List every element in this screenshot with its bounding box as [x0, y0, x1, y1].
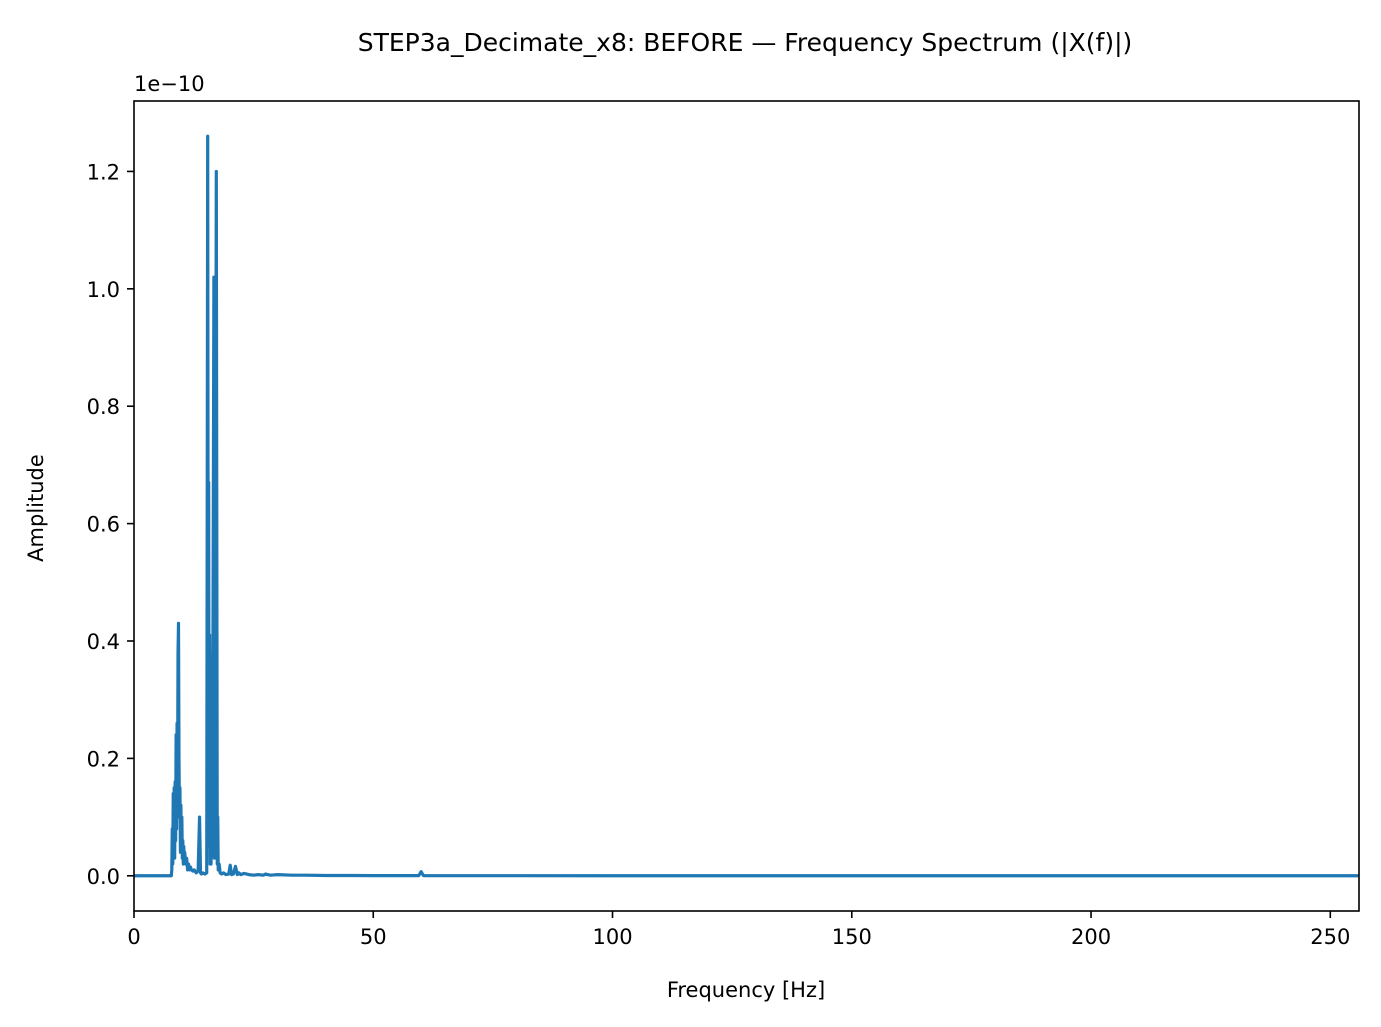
plot-frame	[133, 100, 1360, 912]
series-line-0	[134, 134, 1359, 878]
series-layer	[134, 134, 1359, 878]
x-axis-ticks: 0 50 100 150 200 250	[127, 911, 1350, 949]
plot-area	[133, 100, 1360, 912]
y-tick-label: 1.2	[87, 160, 120, 184]
y-tick-label: 0.0	[87, 865, 120, 889]
y-tick-label: 0.8	[87, 395, 120, 419]
y-axis-ticks: 0.0 0.2 0.4 0.6 0.8 1.0 1.2	[87, 160, 134, 889]
x-tick-label: 100	[592, 925, 632, 949]
x-tick-label: 50	[360, 925, 387, 949]
x-tick-label: 150	[832, 925, 872, 949]
x-tick-label: 250	[1310, 925, 1350, 949]
chart-title: STEP3a_Decimate_x8: BEFORE — Frequency S…	[358, 28, 1133, 57]
x-tick-label: 0	[127, 925, 140, 949]
y-axis-offset-label: 1e−10	[134, 72, 205, 96]
y-tick-label: 1.0	[87, 278, 120, 302]
x-axis-label: Frequency [Hz]	[667, 978, 825, 1002]
y-tick-label: 0.4	[87, 630, 120, 654]
y-tick-label: 0.2	[87, 747, 120, 771]
y-axis-label: Amplitude	[24, 454, 48, 562]
y-tick-label: 0.6	[87, 513, 120, 537]
x-tick-label: 200	[1071, 925, 1111, 949]
